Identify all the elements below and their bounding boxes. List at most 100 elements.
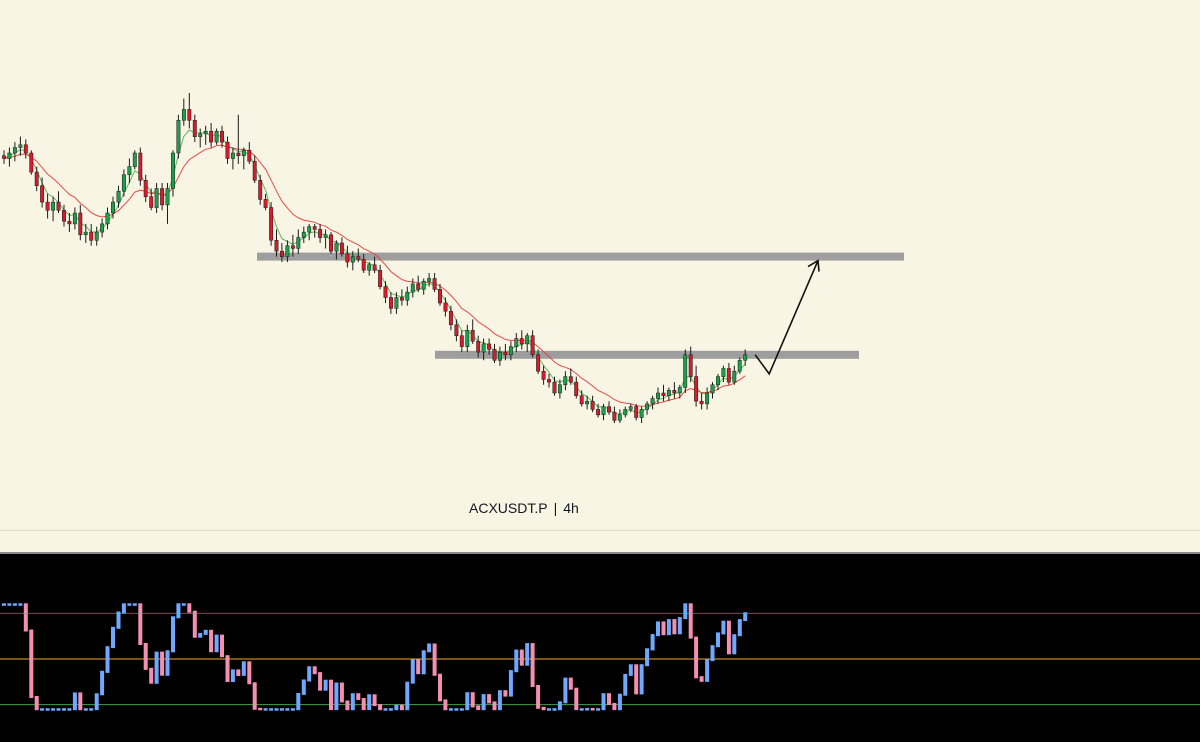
osc-bar [405,681,410,711]
candle [656,387,660,404]
osc-bar [160,651,165,676]
label-separator: | [553,500,558,516]
candle-body [241,150,246,157]
osc-bar [508,670,513,697]
osc-bar [399,704,404,711]
candle [492,343,497,363]
osc-bar [383,708,388,711]
candle [421,278,426,295]
osc-bar [296,693,301,711]
candle-body [105,212,110,225]
candle [710,382,715,399]
candle-body [318,229,323,238]
candle [339,237,344,257]
candle [105,207,110,230]
osc-bar [530,643,535,687]
candle-body [78,212,83,236]
candle [160,183,165,211]
candle-body [688,354,693,377]
price-chart-pane[interactable]: ACXUSDT.P | 4h [0,0,1200,530]
candle [498,346,502,366]
osc-bar [236,669,241,676]
candle-body [699,400,704,405]
candle-body [290,245,295,249]
candle [432,273,437,293]
candle-body [596,409,601,416]
candle [465,324,470,353]
osc-bar [497,690,502,711]
osc-bar [525,643,530,666]
candle [280,243,284,263]
candle-body [677,387,682,394]
osc-bar [62,708,66,711]
candle-body [737,360,742,372]
candle-body [421,280,426,290]
candle [590,395,595,413]
candle [263,193,268,211]
candle-body [12,147,17,154]
osc-bar [67,708,72,711]
candle [274,229,279,257]
osc-bar [688,603,693,639]
osc-bar [192,610,197,638]
oscillator-chart[interactable] [0,554,1200,742]
candle-body [247,150,252,162]
candle-body [111,201,115,214]
osc-bar [514,649,519,673]
osc-bar [666,619,671,636]
candle [639,406,644,423]
candle [683,349,688,393]
osc-bar [100,670,105,696]
osc-bar [590,708,595,711]
osc-bar [367,694,372,711]
oscillator-pane[interactable] [0,554,1200,742]
candle [525,333,530,353]
osc-bar [116,611,121,629]
osc-bar [579,708,584,711]
osc-bar [716,632,720,648]
candle [557,379,562,399]
candle-body [334,242,339,252]
candle-body [389,297,393,309]
osc-bar [171,616,175,653]
osc-bar [617,693,622,711]
candle-body [160,188,165,206]
pane-resize-handle[interactable] [0,552,1200,554]
candle [83,223,88,243]
candle-body [694,376,699,402]
osc-bar [127,603,132,606]
candle [290,234,295,257]
candle-body [138,152,143,181]
candle-body [214,130,219,143]
candle [149,188,154,211]
osc-bar [487,694,492,704]
candle-body [579,395,584,405]
candle-body [329,234,333,252]
candle-body [438,289,442,304]
candle-body [165,188,170,206]
osc-bar [726,620,731,655]
candle [258,174,263,205]
candle [666,387,671,402]
candle-body [339,242,344,255]
candle [737,357,742,374]
osc-bar [361,698,366,711]
price-chart[interactable] [0,0,1200,530]
osc-bar [203,629,208,635]
osc-bar [710,645,715,662]
osc-bar [672,619,677,635]
candle-body [656,392,660,399]
osc-bar [743,612,748,622]
candle [236,114,241,164]
candle [672,382,677,399]
osc-bar [574,687,579,711]
candle [356,248,361,263]
osc-bar [263,708,268,711]
candle-body [432,278,437,290]
candle [372,256,377,273]
candle-body [230,152,235,159]
candle-body [634,406,639,418]
candle-body [568,376,573,383]
osc-bar [705,659,710,682]
osc-bar [585,708,590,711]
